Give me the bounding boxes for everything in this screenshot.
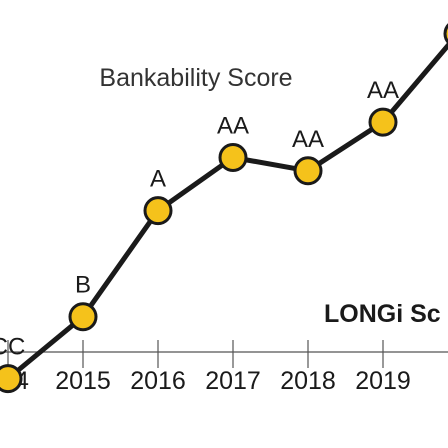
x-tick-label: 2018 xyxy=(280,367,336,395)
data-point xyxy=(443,23,448,45)
data-point xyxy=(68,302,98,332)
chart-title: Bankability Score xyxy=(99,64,292,92)
data-label: B xyxy=(75,272,91,299)
x-axis: 014201520162017201820192 xyxy=(0,340,448,395)
x-tick-label: 2015 xyxy=(55,367,111,395)
data-label: CC xyxy=(0,334,25,361)
data-label: AA xyxy=(367,77,399,104)
data-markers xyxy=(0,23,448,394)
rating-labels: CCBAAAAAAAA xyxy=(0,77,399,361)
data-label: AA xyxy=(217,113,249,140)
series-label: LONGi Sc xyxy=(324,300,441,328)
data-point xyxy=(143,196,173,226)
data-label: A xyxy=(150,166,166,193)
data-label: AA xyxy=(292,126,324,153)
x-tick-label: 2017 xyxy=(205,367,261,395)
data-point xyxy=(218,143,248,173)
data-point xyxy=(0,364,23,394)
data-point xyxy=(293,156,323,186)
x-tick-label: 2016 xyxy=(130,367,186,395)
x-tick-label: 2019 xyxy=(355,367,411,395)
data-point xyxy=(368,107,398,137)
